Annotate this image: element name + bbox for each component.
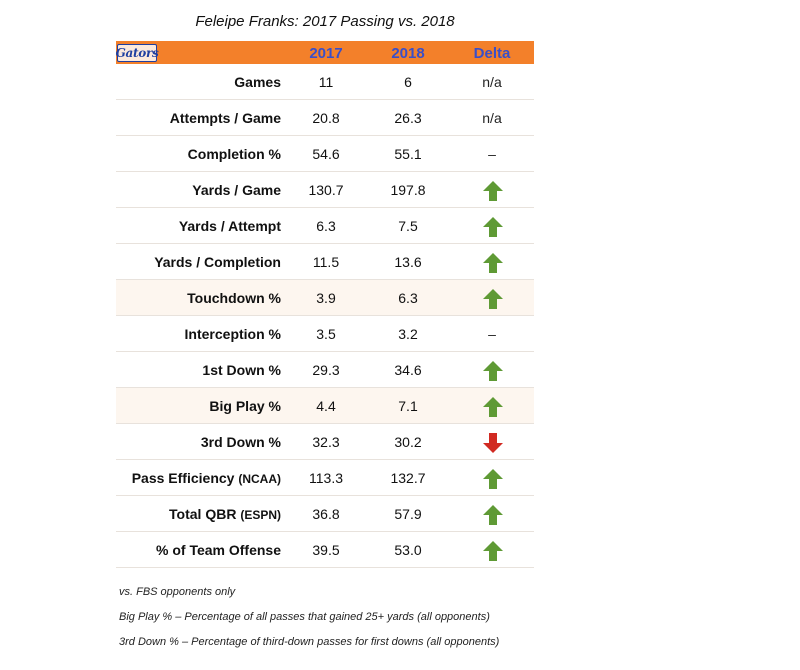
row-label-text: Big Play % — [209, 398, 281, 414]
row-label: Yards / Completion — [154, 254, 281, 270]
arrow-up-icon — [483, 397, 503, 417]
table-row: % of Team Offense 39.5 53.0 — [116, 532, 534, 568]
page-title: Feleipe Franks: 2017 Passing vs. 2018 — [195, 13, 455, 30]
row-label: 1st Down % — [202, 362, 281, 378]
row-label: Yards / Game — [192, 182, 281, 198]
value-2017: 20.8 — [312, 110, 340, 126]
gators-logo-text: Gators — [115, 46, 159, 60]
row-label: Completion % — [188, 146, 281, 162]
row-label: % of Team Offense — [156, 542, 281, 558]
row-label-text: 3rd Down % — [200, 434, 281, 450]
table-row: Attempts / Game 20.8 26.3 n/a — [116, 100, 534, 136]
footnotes: vs. FBS opponents only Big Play % – Perc… — [119, 580, 499, 655]
value-2018: 7.5 — [398, 218, 418, 234]
row-label-text: Pass Efficiency — [131, 470, 235, 486]
value-2018: 26.3 — [394, 110, 422, 126]
value-2018: 197.8 — [390, 182, 426, 198]
value-2018: 30.2 — [394, 434, 422, 450]
footnote: vs. FBS opponents only — [119, 586, 236, 598]
footnote: 3rd Down % – Percentage of third-down pa… — [119, 636, 500, 648]
row-label-text: Interception % — [184, 326, 281, 342]
gators-logo: Gators — [115, 44, 159, 62]
arrow-up-icon — [483, 217, 503, 237]
table-row: 3rd Down % 32.3 30.2 — [116, 424, 534, 460]
row-label-source: (ESPN) — [240, 508, 281, 522]
table-row: Yards / Game 130.7 197.8 — [116, 172, 534, 208]
header-2018: 2018 — [391, 45, 425, 62]
arrow-up-icon — [483, 181, 503, 201]
arrow-up-icon — [483, 289, 503, 309]
row-label-text: Yards / Game — [192, 182, 281, 198]
table-row: Games 11 6 n/a — [116, 64, 534, 100]
header-2017: 2017 — [309, 45, 343, 62]
value-2018: 13.6 — [394, 254, 422, 270]
row-label: Touchdown % — [187, 290, 281, 306]
value-2018: 132.7 — [390, 470, 426, 486]
row-label-text: Yards / Attempt — [178, 218, 281, 234]
value-2018: 53.0 — [394, 542, 422, 558]
value-2017: 36.8 — [312, 506, 340, 522]
arrow-up-icon — [483, 469, 503, 489]
stats-table: Gators 2017 2018 Delta Games 11 6 n/a Attemp… — [116, 41, 534, 568]
row-label: Yards / Attempt — [179, 218, 281, 234]
row-label: 3rd Down % — [201, 434, 281, 450]
value-2017: 11 — [318, 74, 334, 90]
row-label: Total QBR (ESPN) — [169, 506, 281, 522]
value-2018: 55.1 — [394, 146, 422, 162]
row-label: Games — [234, 74, 281, 90]
value-2017: 29.3 — [312, 362, 340, 378]
row-label: Pass Efficiency (NCAA) — [132, 470, 281, 486]
row-label-text: Total QBR — [169, 506, 237, 522]
value-2018: 3.2 — [398, 326, 418, 342]
footnote: Big Play % – Percentage of all passes th… — [119, 611, 490, 623]
row-label: Attempts / Game — [170, 110, 281, 126]
row-label-text: 1st Down % — [202, 362, 281, 378]
table-row: Big Play % 4.4 7.1 — [116, 388, 534, 424]
table-row: Completion % 54.6 55.1 – — [116, 136, 534, 172]
table-row: Pass Efficiency (NCAA) 113.3 132.7 — [116, 460, 534, 496]
table-row: Yards / Completion 11.5 13.6 — [116, 244, 534, 280]
header-delta: Delta — [473, 45, 511, 62]
value-2017: 54.6 — [312, 146, 340, 162]
value-2018: 34.6 — [394, 362, 422, 378]
row-label-text: Attempts / Game — [169, 110, 281, 126]
table-row: Touchdown % 3.9 6.3 — [116, 280, 534, 316]
row-label-text: Yards / Completion — [154, 254, 281, 270]
arrow-up-icon — [483, 253, 503, 273]
value-2017: 3.9 — [316, 290, 336, 306]
value-2017: 113.3 — [309, 470, 343, 486]
table-row: Interception % 3.5 3.2 – — [116, 316, 534, 352]
arrow-up-icon — [483, 541, 503, 561]
row-label-source: (NCAA) — [238, 472, 281, 486]
value-2018: 7.1 — [398, 398, 418, 414]
value-2018: 57.9 — [394, 506, 422, 522]
row-label-text: Games — [234, 74, 281, 90]
delta-value: – — [488, 146, 496, 162]
row-label-text: Touchdown % — [187, 290, 281, 306]
value-2017: 4.4 — [316, 398, 336, 414]
arrow-up-icon — [483, 361, 503, 381]
value-2018: 6.3 — [398, 290, 418, 306]
value-2017: 32.3 — [312, 434, 340, 450]
row-label-text: % of Team Offense — [156, 542, 281, 558]
delta-value: n/a — [482, 74, 502, 90]
table-row: Total QBR (ESPN) 36.8 57.9 — [116, 496, 534, 532]
arrow-up-icon — [483, 505, 503, 525]
row-label-text: Completion % — [187, 146, 281, 162]
table-row: Yards / Attempt 6.3 7.5 — [116, 208, 534, 244]
value-2017: 39.5 — [312, 542, 340, 558]
value-2018: 6 — [404, 74, 412, 90]
value-2017: 11.5 — [312, 254, 340, 270]
arrow-down-icon — [483, 433, 503, 453]
delta-value: n/a — [482, 110, 502, 126]
value-2017: 3.5 — [316, 326, 336, 342]
table-body: Games 11 6 n/a Attempts / Game 20.8 26.3 n/a Com… — [116, 64, 534, 568]
value-2017: 6.3 — [316, 218, 336, 234]
table-row: 1st Down % 29.3 34.6 — [116, 352, 534, 388]
row-label: Interception % — [185, 326, 281, 342]
row-label: Big Play % — [209, 398, 281, 414]
value-2017: 130.7 — [308, 182, 344, 198]
table-header: Gators 2017 2018 Delta — [116, 41, 534, 64]
delta-value: – — [488, 326, 496, 342]
